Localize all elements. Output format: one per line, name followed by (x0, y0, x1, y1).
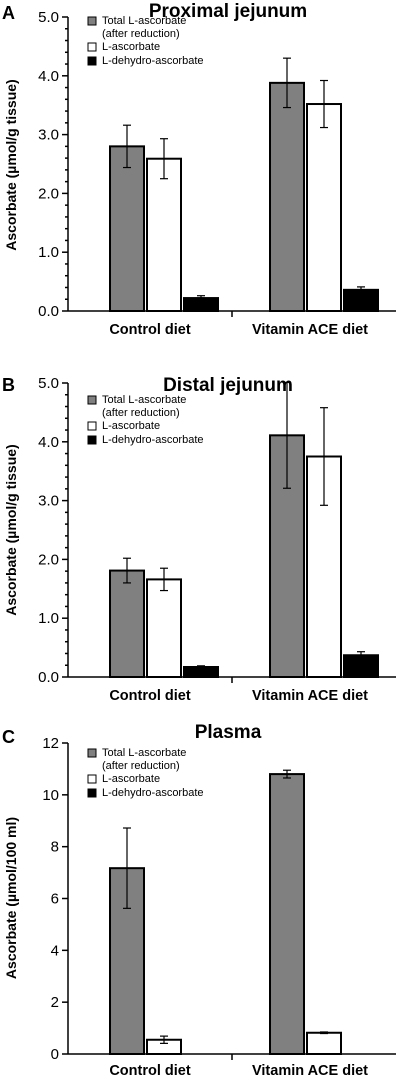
bar-0-1 (269, 773, 305, 1055)
legend-label: (after reduction) (102, 760, 180, 772)
legend-swatch-2 (87, 435, 97, 445)
bar-0-1 (269, 81, 305, 312)
panel-letter: A (2, 3, 15, 23)
y-tick-label: 4 (51, 942, 59, 959)
y-tick-label: 6 (51, 891, 59, 908)
legend-label: (after reduction) (102, 28, 180, 40)
panel-letter: C (2, 727, 15, 747)
y-tick-label: 4.0 (38, 68, 59, 85)
y-tick-label: 5.0 (38, 9, 59, 26)
y-tick-label: 4.0 (38, 434, 59, 451)
bar-1-0 (146, 157, 182, 312)
legend-swatch-2 (87, 56, 97, 66)
legend-swatch-2 (87, 788, 97, 798)
y-tick-label: 1.0 (38, 244, 59, 261)
legend-label: (after reduction) (102, 407, 180, 419)
category-label: Vitamin ACE diet (252, 1063, 368, 1078)
y-tick-label: 2.0 (38, 185, 59, 202)
y-axis-title: Ascorbate (µmol/g tissue) (3, 79, 19, 250)
chart-title: Plasma (195, 722, 262, 743)
legend-label: L-dehydro-ascorbate (102, 55, 204, 67)
legend-swatch-1 (87, 421, 97, 431)
legend-label: L-ascorbate (102, 420, 160, 432)
legend-swatch-0 (87, 395, 97, 405)
category-label: Control diet (109, 1063, 191, 1078)
category-label: Control diet (109, 688, 191, 704)
legend-label: L-ascorbate (102, 773, 160, 785)
y-tick-label: 3.0 (38, 493, 59, 510)
y-tick-label: 1.0 (38, 610, 59, 627)
category-label: Control diet (109, 322, 191, 338)
chart-title: Distal jejunum (163, 375, 293, 396)
bar-0-0 (109, 145, 145, 312)
legend-label: Total L-ascorbate (102, 394, 186, 406)
bar-0-0 (109, 867, 145, 1055)
legend-label: L-dehydro-ascorbate (102, 787, 204, 799)
y-axis-title: Ascorbate (µmol/g tissue) (3, 444, 19, 615)
legend-swatch-1 (87, 42, 97, 52)
chart-panel-a: A Proximal jejunum Ascorbate (µmol/g tissu… (2, 1, 396, 338)
y-tick-label: 8 (51, 839, 59, 856)
bar-1-1 (306, 1031, 342, 1055)
y-tick-label: 0.0 (38, 669, 59, 686)
y-tick-label: 2 (51, 994, 59, 1011)
y-tick-label: 3.0 (38, 127, 59, 144)
y-tick-label: 10 (42, 787, 59, 804)
y-tick-label: 12 (42, 735, 59, 752)
chart-title: Proximal jejunum (149, 1, 307, 22)
bar-1-0 (146, 578, 182, 679)
legend-swatch-0 (87, 16, 97, 26)
legend-label: L-dehydro-ascorbate (102, 434, 204, 446)
category-label: Vitamin ACE diet (252, 322, 368, 338)
bar-1-1 (306, 103, 342, 312)
chart-panel-c: C Plasma Ascorbate (µmol/100 ml) 0 2 4 6 8 10 12 C… (2, 722, 396, 1078)
chart-panel-b: B Distal jejunum Ascorbate (µmol/g tissue)… (2, 375, 396, 704)
y-tick-label: 5.0 (38, 375, 59, 392)
y-tick-label: 2.0 (38, 551, 59, 568)
panel-letter: B (2, 375, 15, 395)
y-tick-label: 0.0 (38, 303, 59, 320)
y-tick-label: 0 (51, 1046, 59, 1063)
legend-swatch-1 (87, 774, 97, 784)
legend-label: L-ascorbate (102, 41, 160, 53)
y-axis-title: Ascorbate (µmol/100 ml) (3, 817, 19, 979)
legend-swatch-0 (87, 748, 97, 758)
legend-label: Total L-ascorbate (102, 15, 186, 27)
legend-label: Total L-ascorbate (102, 747, 186, 759)
category-label: Vitamin ACE diet (252, 688, 368, 704)
bar-0-0 (109, 569, 145, 679)
